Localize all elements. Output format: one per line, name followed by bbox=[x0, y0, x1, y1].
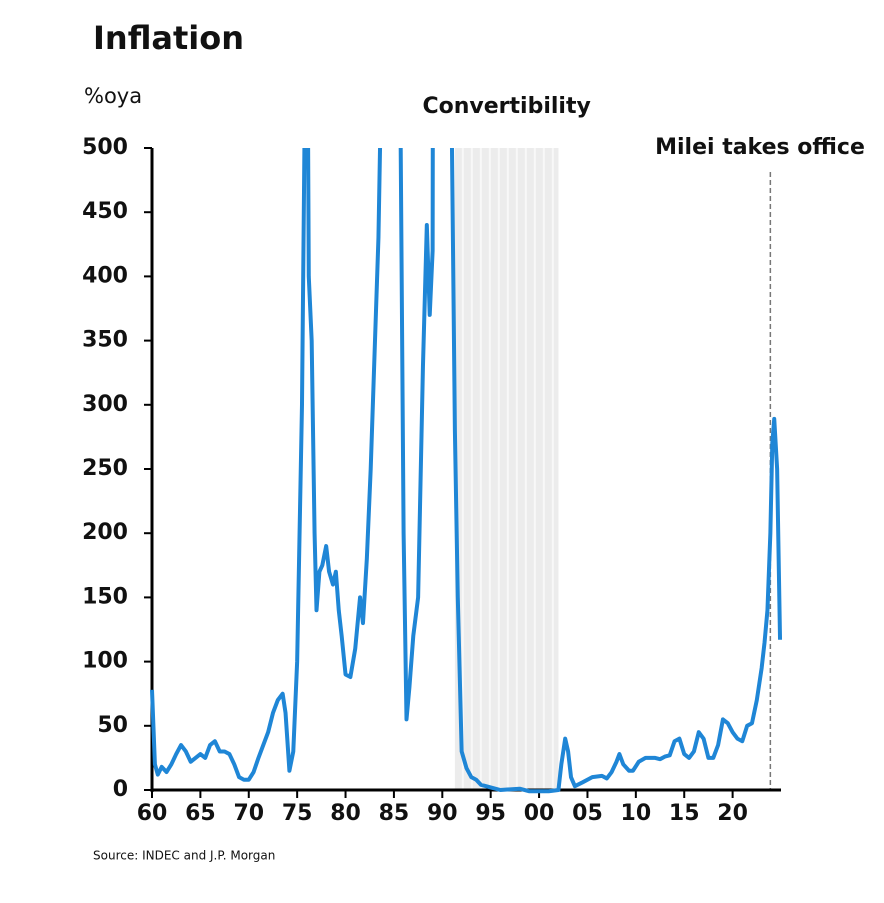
x-tick-label: 90 bbox=[427, 801, 458, 826]
x-tick-label: 15 bbox=[669, 801, 700, 826]
y-tick-label: 200 bbox=[82, 520, 128, 545]
shaded-region-label: Convertibility bbox=[422, 94, 590, 119]
y-tick-label: 50 bbox=[97, 713, 128, 738]
y-tick-label: 100 bbox=[82, 649, 128, 674]
x-tick-label: 75 bbox=[282, 801, 313, 826]
x-tick-label: 05 bbox=[572, 801, 603, 826]
x-tick-label: 00 bbox=[524, 801, 555, 826]
y-tick-label: 350 bbox=[82, 328, 128, 353]
y-tick-label: 250 bbox=[82, 456, 128, 481]
y-tick-label: 450 bbox=[82, 199, 128, 224]
x-tick-label: 10 bbox=[621, 801, 652, 826]
vertical-marker-label: Milei takes office bbox=[655, 135, 865, 160]
y-tick-label: 150 bbox=[82, 584, 128, 609]
x-tick-label: 95 bbox=[475, 801, 506, 826]
y-axis-label: %oya bbox=[84, 84, 142, 108]
source: Source: INDEC and J.P. Morgan bbox=[93, 849, 275, 863]
x-tick-label: 70 bbox=[233, 801, 264, 826]
y-tick-label: 0 bbox=[113, 777, 128, 802]
line-series bbox=[150, 148, 783, 794]
x-tick-label: 60 bbox=[137, 801, 168, 826]
y-tick-label: 500 bbox=[82, 135, 128, 160]
x-tick-label: 85 bbox=[379, 801, 410, 826]
x-tick-label: 65 bbox=[185, 801, 216, 826]
y-tick-label: 300 bbox=[82, 392, 128, 417]
x-tick-label: 20 bbox=[717, 801, 748, 826]
y-tick-label: 400 bbox=[82, 263, 128, 288]
x-tick-label: 80 bbox=[330, 801, 361, 826]
chart-title: Inflation bbox=[93, 19, 244, 57]
